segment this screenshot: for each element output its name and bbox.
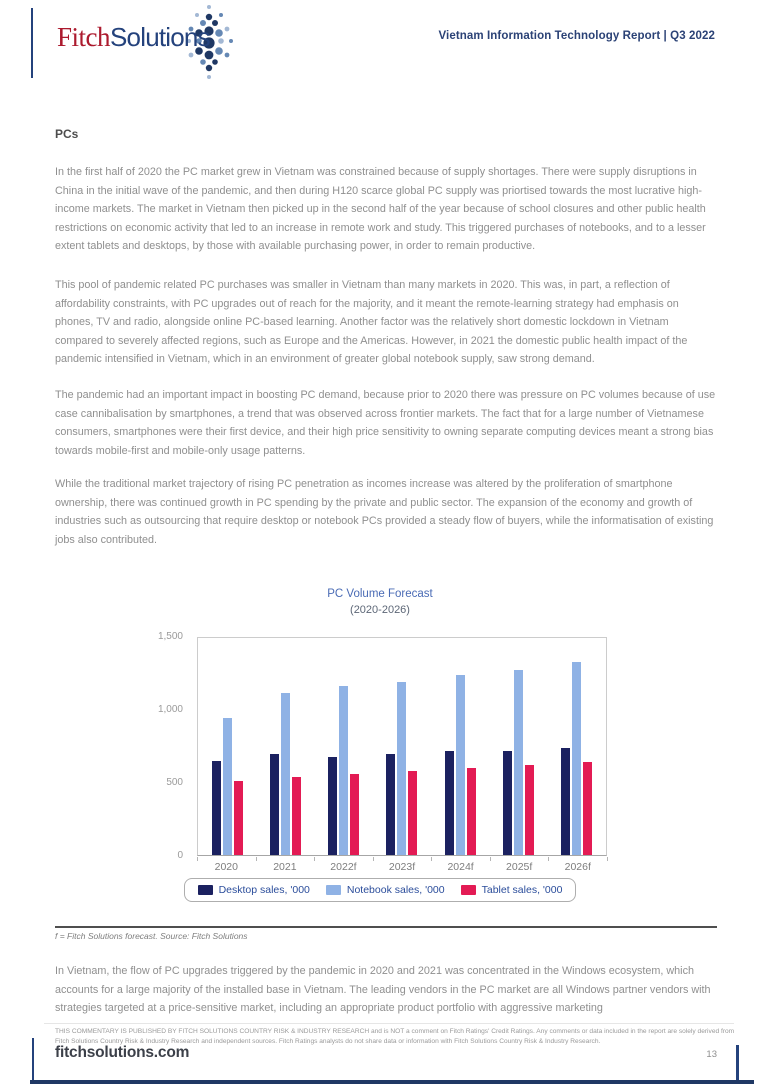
bar-2020-notebook [222,718,232,855]
page-number: 13 [706,1049,717,1060]
x-axis-label: 2021 [273,861,297,873]
bar-group-2024f [431,638,489,855]
fitch-solutions-logo: FitchSolutions [57,22,211,66]
bar-2023f-tablet [408,771,418,855]
footer-hairline [44,1023,734,1024]
bar-2025f-notebook [514,670,524,855]
bar-2024f-tablet [466,768,476,855]
chart-title: PC Volume Forecast [327,588,433,600]
x-axis-label: 2026f [564,861,591,873]
bar-group-2020 [198,638,256,855]
bar-2025f-desktop [503,751,513,855]
chart-x-labels: 2020 2021 2022f 2023f 2024f 2025f 2026f [197,861,607,873]
chart-legend: Desktop sales, '000 Notebook sales, '000 T… [183,878,577,902]
y-axis-tick-label: 1,000 [157,704,183,715]
footer-left-rule [32,1038,34,1082]
legend-label: Notebook sales, '000 [346,884,445,896]
bar-2026f-tablet [583,762,593,855]
x-axis-tick [607,857,608,861]
legend-label: Tablet sales, '000 [481,884,563,896]
x-axis-tick [256,857,257,861]
bar-group-2021 [256,638,314,855]
x-axis-label: 2024f [447,861,474,873]
x-axis-tick [373,857,374,861]
x-axis-label: 2022f [330,861,357,873]
footer-right-rule [736,1045,739,1082]
legend-swatch-icon [197,885,213,895]
bar-group-2022f [315,638,373,855]
footer-disclaimer: THIS COMMENTARY IS PUBLISHED BY FITCH SO… [55,1028,735,1045]
legend-swatch-icon [460,885,476,895]
fitch-starburst-icon [187,5,233,79]
y-axis-tick-label: 500 [166,777,183,788]
legend-item: Notebook sales, '000 [325,884,445,896]
x-axis-tick [197,857,198,861]
chart-y-axis: 0 500 1,000 1,500 [140,631,190,861]
x-axis-label: 2025f [506,861,533,873]
bar-2026f-notebook [572,662,582,855]
y-axis-tick-label: 1,500 [157,631,183,642]
bar-2021-desktop [269,754,279,855]
logo-fitch-text: Fitch [57,22,111,52]
x-axis-tick [548,857,549,861]
fitchsolutions-site-link[interactable]: fitchsolutions.com [55,1044,190,1061]
x-axis-tick [431,857,432,861]
bar-2024f-desktop [444,751,454,855]
bar-2025f-tablet [525,765,535,855]
bar-2023f-desktop [386,754,396,855]
bar-2022f-desktop [328,757,338,855]
x-axis-tick [314,857,315,861]
legend-label: Desktop sales, '000 [218,884,310,896]
x-axis-tick [490,857,491,861]
bar-2020-tablet [233,781,243,855]
bar-2021-tablet [291,777,301,855]
paragraph-2: This pool of pandemic related PC purchas… [55,279,688,366]
legend-swatch-icon [325,885,341,895]
logo-solutions-text: Solutions [110,22,211,52]
chart-x-ticks [197,857,608,861]
bar-2021-notebook [280,693,290,855]
chart-title-block: PC Volume Forecast (2020-2026) [150,588,610,616]
bar-2023f-notebook [397,682,407,855]
section-heading-pcs: PCs [55,127,79,141]
bar-group-2023f [373,638,431,855]
bar-2024f-notebook [455,675,465,855]
x-axis-label: 2020 [214,861,238,873]
paragraph-1: In the first half of 2020 the PC market … [55,166,706,253]
bar-2026f-desktop [561,748,571,855]
footer-bottom-bar [30,1080,754,1084]
bar-group-2025f [489,638,547,855]
x-axis-label: 2023f [388,861,416,873]
bar-group-2026f [548,638,606,855]
legend-item: Desktop sales, '000 [197,884,310,896]
paragraph-5: In Vietnam, the flow of PC upgrades trig… [55,965,711,1015]
report-title: Vietnam Information Technology Report | … [438,30,715,42]
bar-2022f-tablet [350,774,360,855]
chart-footnote: f = Fitch Solutions forecast. Source: Fi… [55,931,248,941]
y-axis-tick-label: 0 [177,850,183,861]
chart-plot [197,637,607,856]
chart-subtitle: (2020-2026) [350,604,410,616]
paragraph-4: While the traditional market trajectory … [55,478,714,546]
header-left-rule [31,8,33,78]
bar-2020-desktop [211,761,221,855]
legend-item: Tablet sales, '000 [460,884,563,896]
chart-legend-wrap: Desktop sales, '000 Notebook sales, '000 T… [150,878,610,902]
paragraph-3: The pandemic had an important impact in … [55,389,716,457]
footnote-rule [55,926,717,928]
bar-2022f-notebook [339,686,349,855]
